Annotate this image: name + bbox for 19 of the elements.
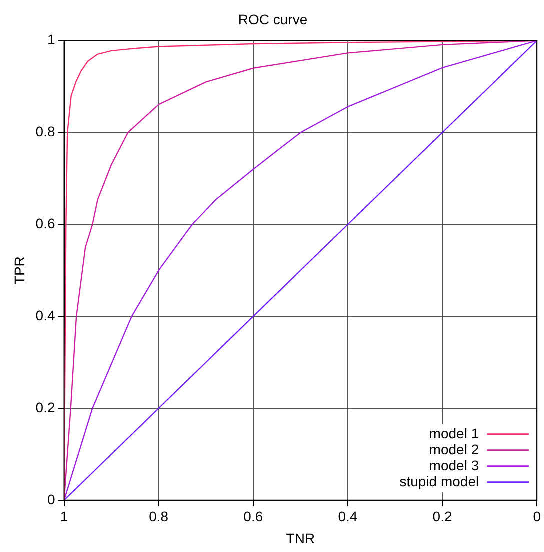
y-tick-label: 0.4: [36, 307, 56, 324]
x-tick-label: 0.2: [432, 508, 452, 525]
x-tick-label: 0.8: [149, 508, 169, 525]
legend-label: model 1: [429, 425, 480, 442]
y-axis-title: TPR: [11, 256, 28, 285]
x-tick-label: 0.6: [244, 508, 264, 525]
legend-label: stupid model: [400, 473, 480, 490]
y-tick-label: 0.6: [36, 216, 56, 232]
x-tick-label: 0.4: [338, 508, 358, 525]
legend-label: model 3: [429, 457, 480, 474]
y-tick-label: 0.2: [36, 399, 56, 416]
y-tick-label: 0.8: [36, 124, 56, 140]
y-tick-label: 0: [47, 491, 56, 508]
chart-title: ROC curve: [238, 11, 308, 28]
x-axis-title: TNR: [286, 530, 316, 546]
x-tick-label: 0: [533, 508, 542, 525]
legend-label: model 2: [429, 441, 480, 458]
y-tick-label: 1: [47, 32, 56, 48]
x-tick-label: 1: [60, 508, 68, 525]
